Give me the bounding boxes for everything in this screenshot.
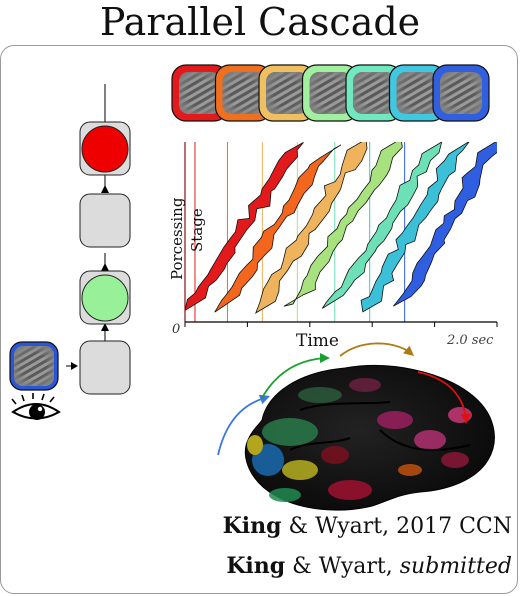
citation-author-1: King <box>222 513 282 539</box>
activation-band <box>321 142 443 309</box>
activation-band <box>360 142 470 313</box>
flow-arrow <box>417 371 471 424</box>
citation-author-2: King <box>226 553 286 579</box>
activation-band <box>283 142 403 307</box>
page-title: Parallel Cascade <box>99 0 421 44</box>
citation-status: submitted <box>399 554 512 579</box>
x-axis-label: Time <box>296 331 339 351</box>
stimulus-frame-7 <box>432 64 490 122</box>
cascade-node-3 <box>79 270 131 325</box>
cascade-node-activation <box>81 274 129 322</box>
stimulus-frame-2 <box>214 64 273 122</box>
flow-arrow <box>339 342 414 357</box>
cascade-chart: 0 2.0 sec Time Porcessing Stage <box>168 64 498 351</box>
stimulus-frame-3 <box>258 64 316 122</box>
cascade-node-2 <box>79 193 131 248</box>
cascade-node-input <box>79 340 131 395</box>
stimulus-frame-6 <box>388 64 447 122</box>
activation-bands <box>185 142 497 314</box>
citation-rest-1: & Wyart, 2017 CCN <box>281 514 513 539</box>
x-axis-ticks <box>184 322 498 327</box>
x-axis-end-label: 2.0 sec <box>446 333 494 348</box>
grating-stimulus-icon <box>9 341 59 391</box>
activation-band <box>392 142 497 307</box>
activation-band <box>214 144 342 313</box>
flow-arrow <box>261 353 330 399</box>
stimulus-sequence <box>171 64 490 122</box>
citation-rest-2: & Wyart, <box>285 554 400 579</box>
flow-arrows <box>217 342 471 456</box>
citation-line-1: King & Wyart, 2017 CCN <box>223 513 512 539</box>
cascade-node-activation <box>81 125 129 173</box>
citation-line-2: King & Wyart, submitted <box>226 553 512 579</box>
activation-band <box>255 142 368 314</box>
brain-illustration <box>244 365 495 511</box>
x-axis-start-label: 0 <box>172 322 180 337</box>
cascade-node-top <box>79 121 131 176</box>
y-axis-label-line1: Porcessing <box>168 197 186 280</box>
stimulus-frame-4 <box>301 64 360 122</box>
stimulus-frame-1 <box>171 64 229 122</box>
activation-band <box>185 142 304 311</box>
cascade-column <box>66 84 131 395</box>
y-axis-label-line2: Stage <box>188 208 206 252</box>
eye-icon <box>11 393 61 420</box>
stimulus-frame-5 <box>345 64 403 122</box>
